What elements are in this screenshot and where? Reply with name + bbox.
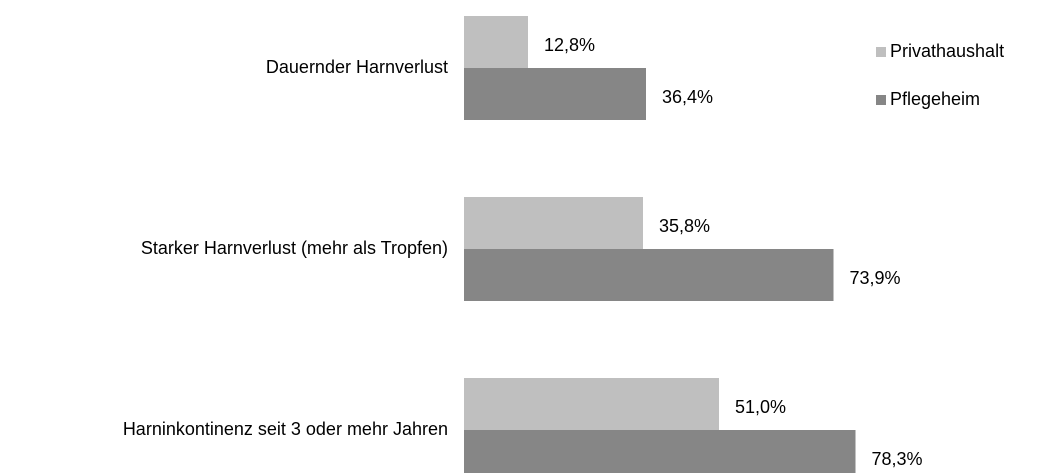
value-label: 78,3% xyxy=(872,449,923,469)
legend-label: Pflegeheim xyxy=(890,89,980,109)
category-label: Harninkontinenz seit 3 oder mehr Jahren xyxy=(123,419,448,439)
bar xyxy=(464,378,719,430)
legend-label: Privathaushalt xyxy=(890,41,1004,61)
category-label: Starker Harnverlust (mehr als Tropfen) xyxy=(141,238,448,258)
value-label: 12,8% xyxy=(544,35,595,55)
value-label: 35,8% xyxy=(659,216,710,236)
value-label: 73,9% xyxy=(850,268,901,288)
bar xyxy=(464,16,528,68)
bar xyxy=(464,68,646,120)
legend-swatch xyxy=(876,95,886,105)
legend-swatch xyxy=(876,47,886,57)
bar xyxy=(464,430,856,473)
value-label: 51,0% xyxy=(735,397,786,417)
bar xyxy=(464,197,643,249)
value-label: 36,4% xyxy=(662,87,713,107)
bar xyxy=(464,249,834,301)
category-label: Dauernder Harnverlust xyxy=(266,57,448,77)
